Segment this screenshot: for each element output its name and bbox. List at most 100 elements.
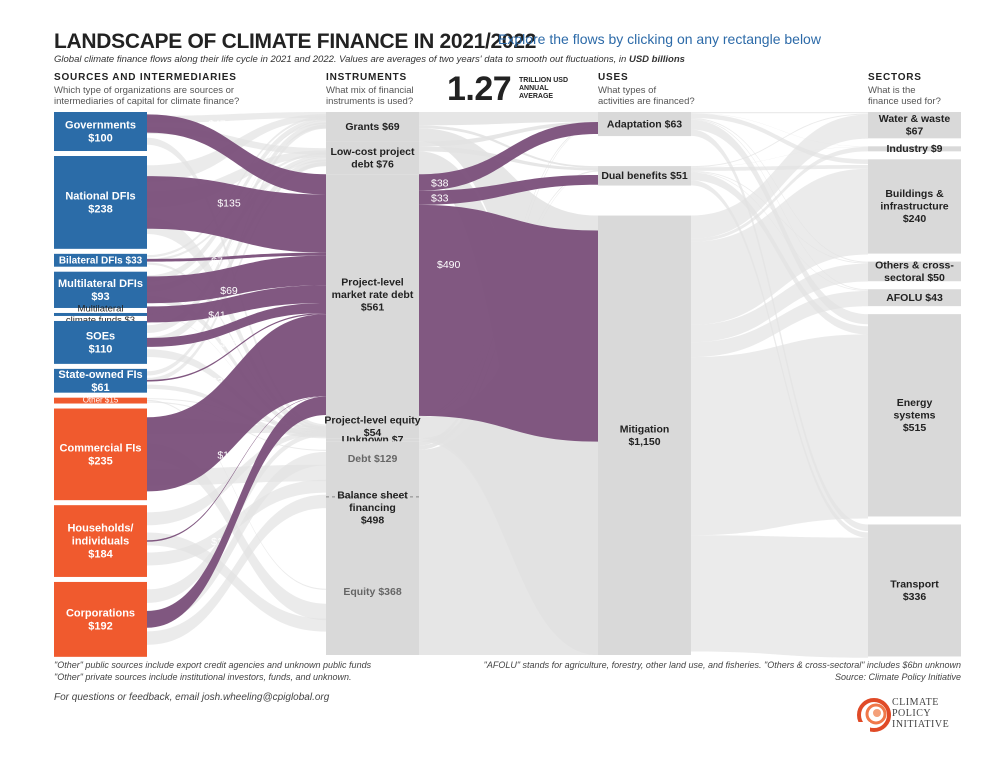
flow-highlight-debt-to-use <box>419 204 598 442</box>
flow-source-to-instrument <box>147 112 326 123</box>
instruments-column-desc: What mix of financial instruments is used… <box>326 85 414 107</box>
sector-label: $67 <box>906 126 924 138</box>
instrument-label: Project-level equity <box>324 415 420 427</box>
source-rect[interactable] <box>54 397 147 404</box>
source-node-soe[interactable]: SOEs$110 <box>54 320 147 364</box>
sector-label: $336 <box>903 591 927 603</box>
sector-rect[interactable] <box>868 159 961 254</box>
total-value: 1.27 <box>447 70 512 108</box>
source-label: $110 <box>89 343 113 355</box>
source-node-cfi[interactable]: Commercial FIs$235 <box>54 408 147 501</box>
sector-rect[interactable] <box>868 112 961 139</box>
sector-node-others[interactable]: Others & cross-sectoral $50 <box>868 259 961 284</box>
flow-source-to-instrument <box>147 399 326 590</box>
flow-use-to-sector <box>691 146 868 168</box>
source-node-bdfi[interactable]: Bilateral DFIs $33 <box>54 253 147 267</box>
source-node-mdfi[interactable]: Multilateral DFIs$93 <box>54 271 147 308</box>
instrument-node-grants[interactable]: Grants $69 <box>326 112 419 142</box>
instrument-rect[interactable] <box>326 438 419 442</box>
source-node-oth[interactable]: Other $15 <box>54 396 147 405</box>
source-rect[interactable] <box>54 112 147 152</box>
source-label: $235 <box>88 455 112 467</box>
sources-column-desc: Which type of organizations are sources … <box>54 85 240 107</box>
source-node-ndfi[interactable]: National DFIs$238 <box>54 156 147 249</box>
footnote-afolu-source: "AFOLU" stands for agriculture, forestry… <box>483 660 961 682</box>
flow-value-label: $47 <box>208 119 226 131</box>
sector-node-water[interactable]: Water & waste$67 <box>868 112 961 139</box>
sector-node-afolu[interactable]: AFOLU $43 <box>868 289 961 307</box>
instrument-rect[interactable] <box>326 112 419 142</box>
sector-rect[interactable] <box>868 314 961 517</box>
explore-hint: Explore the flows by clicking on any rec… <box>498 31 821 47</box>
source-node-corp[interactable]: Corporations$192 <box>54 581 147 657</box>
sector-rect[interactable] <box>868 524 961 657</box>
source-node-hh[interactable]: Households/individuals$184 <box>54 505 147 577</box>
flow-highlight-source-to-debt <box>147 314 326 492</box>
sector-label: infrastructure <box>880 201 948 213</box>
source-node-sofi[interactable]: State-owned FIs$61 <box>54 369 147 394</box>
source-label: $238 <box>88 203 112 215</box>
use-label: Dual benefits $51 <box>601 170 688 182</box>
source-label: individuals <box>72 536 129 548</box>
sector-node-industry[interactable]: Industry $9 <box>868 143 961 155</box>
sector-rect[interactable] <box>868 289 961 307</box>
source-rect[interactable] <box>54 253 147 267</box>
flow-use-to-sector <box>691 113 868 165</box>
source-label: $93 <box>91 291 109 303</box>
use-rect[interactable] <box>598 166 691 186</box>
instrument-rect[interactable] <box>326 415 419 439</box>
source-node-gov[interactable]: Governments$100 <box>54 112 147 152</box>
source-rect[interactable] <box>54 581 147 657</box>
flow-highlight-debt-to-use <box>419 122 598 191</box>
flow-value-label: $3 <box>211 376 223 388</box>
source-rect[interactable] <box>54 312 147 316</box>
instrument-node-bsf[interactable]: Debt $129 Equity $368 Balance sheetfinanci… <box>326 441 419 655</box>
flow-highlight-source-to-debt <box>147 114 326 195</box>
source-rect[interactable] <box>54 320 147 364</box>
flow-use-to-sector <box>691 113 868 147</box>
source-label: Multilateral <box>78 303 124 314</box>
flow-instrument-to-use <box>419 125 598 168</box>
flow-highlight-source-to-debt <box>147 255 326 304</box>
flow-source-to-instrument <box>147 451 326 624</box>
sector-node-transport[interactable]: Transport$336 <box>868 524 961 657</box>
page-subtitle: Global climate finance flows along their… <box>54 54 685 65</box>
source-rect[interactable] <box>54 505 147 577</box>
instrument-label: Grants $69 <box>345 121 399 133</box>
use-node-mitig[interactable]: Mitigation$1,150 <box>598 215 691 655</box>
sector-rect[interactable] <box>868 261 961 282</box>
flow-value-label: $41 <box>208 309 226 321</box>
source-rect[interactable] <box>54 408 147 501</box>
instrument-node-eq[interactable]: Project-level equity$54 <box>324 415 420 440</box>
flow-use-to-sector <box>691 117 868 263</box>
sector-node-build[interactable]: Buildings &infrastructure$240 <box>868 159 961 254</box>
flow-use-to-sector <box>691 114 868 239</box>
use-rect[interactable] <box>598 215 691 655</box>
source-rect[interactable] <box>54 156 147 249</box>
instrument-rect[interactable] <box>326 174 419 416</box>
instrument-rect[interactable] <box>326 441 419 655</box>
use-node-adapt[interactable]: Adaptation $63 <box>598 112 691 137</box>
flow-value-label: $23 <box>220 337 238 349</box>
source-rect[interactable] <box>54 271 147 308</box>
equity-sublabel: Equity $368 <box>343 586 402 598</box>
flow-highlight-debt-to-use <box>419 174 598 205</box>
use-node-dual[interactable]: Dual benefits $51 <box>598 166 691 186</box>
instrument-rect[interactable] <box>326 141 419 175</box>
footnote-other-sources: "Other" public sources include export cr… <box>54 660 372 682</box>
sector-label: $240 <box>903 213 927 225</box>
flow-source-to-instrument <box>147 124 326 376</box>
sector-label: sectoral $50 <box>884 272 945 284</box>
use-rect[interactable] <box>598 112 691 137</box>
source-rect[interactable] <box>54 368 147 393</box>
source-label: Governments <box>65 120 136 132</box>
cpi-swirl-icon <box>857 698 891 732</box>
sector-rect[interactable] <box>868 146 961 152</box>
flow-value-label: $43 <box>220 614 238 626</box>
use-label: $1,150 <box>628 436 660 448</box>
